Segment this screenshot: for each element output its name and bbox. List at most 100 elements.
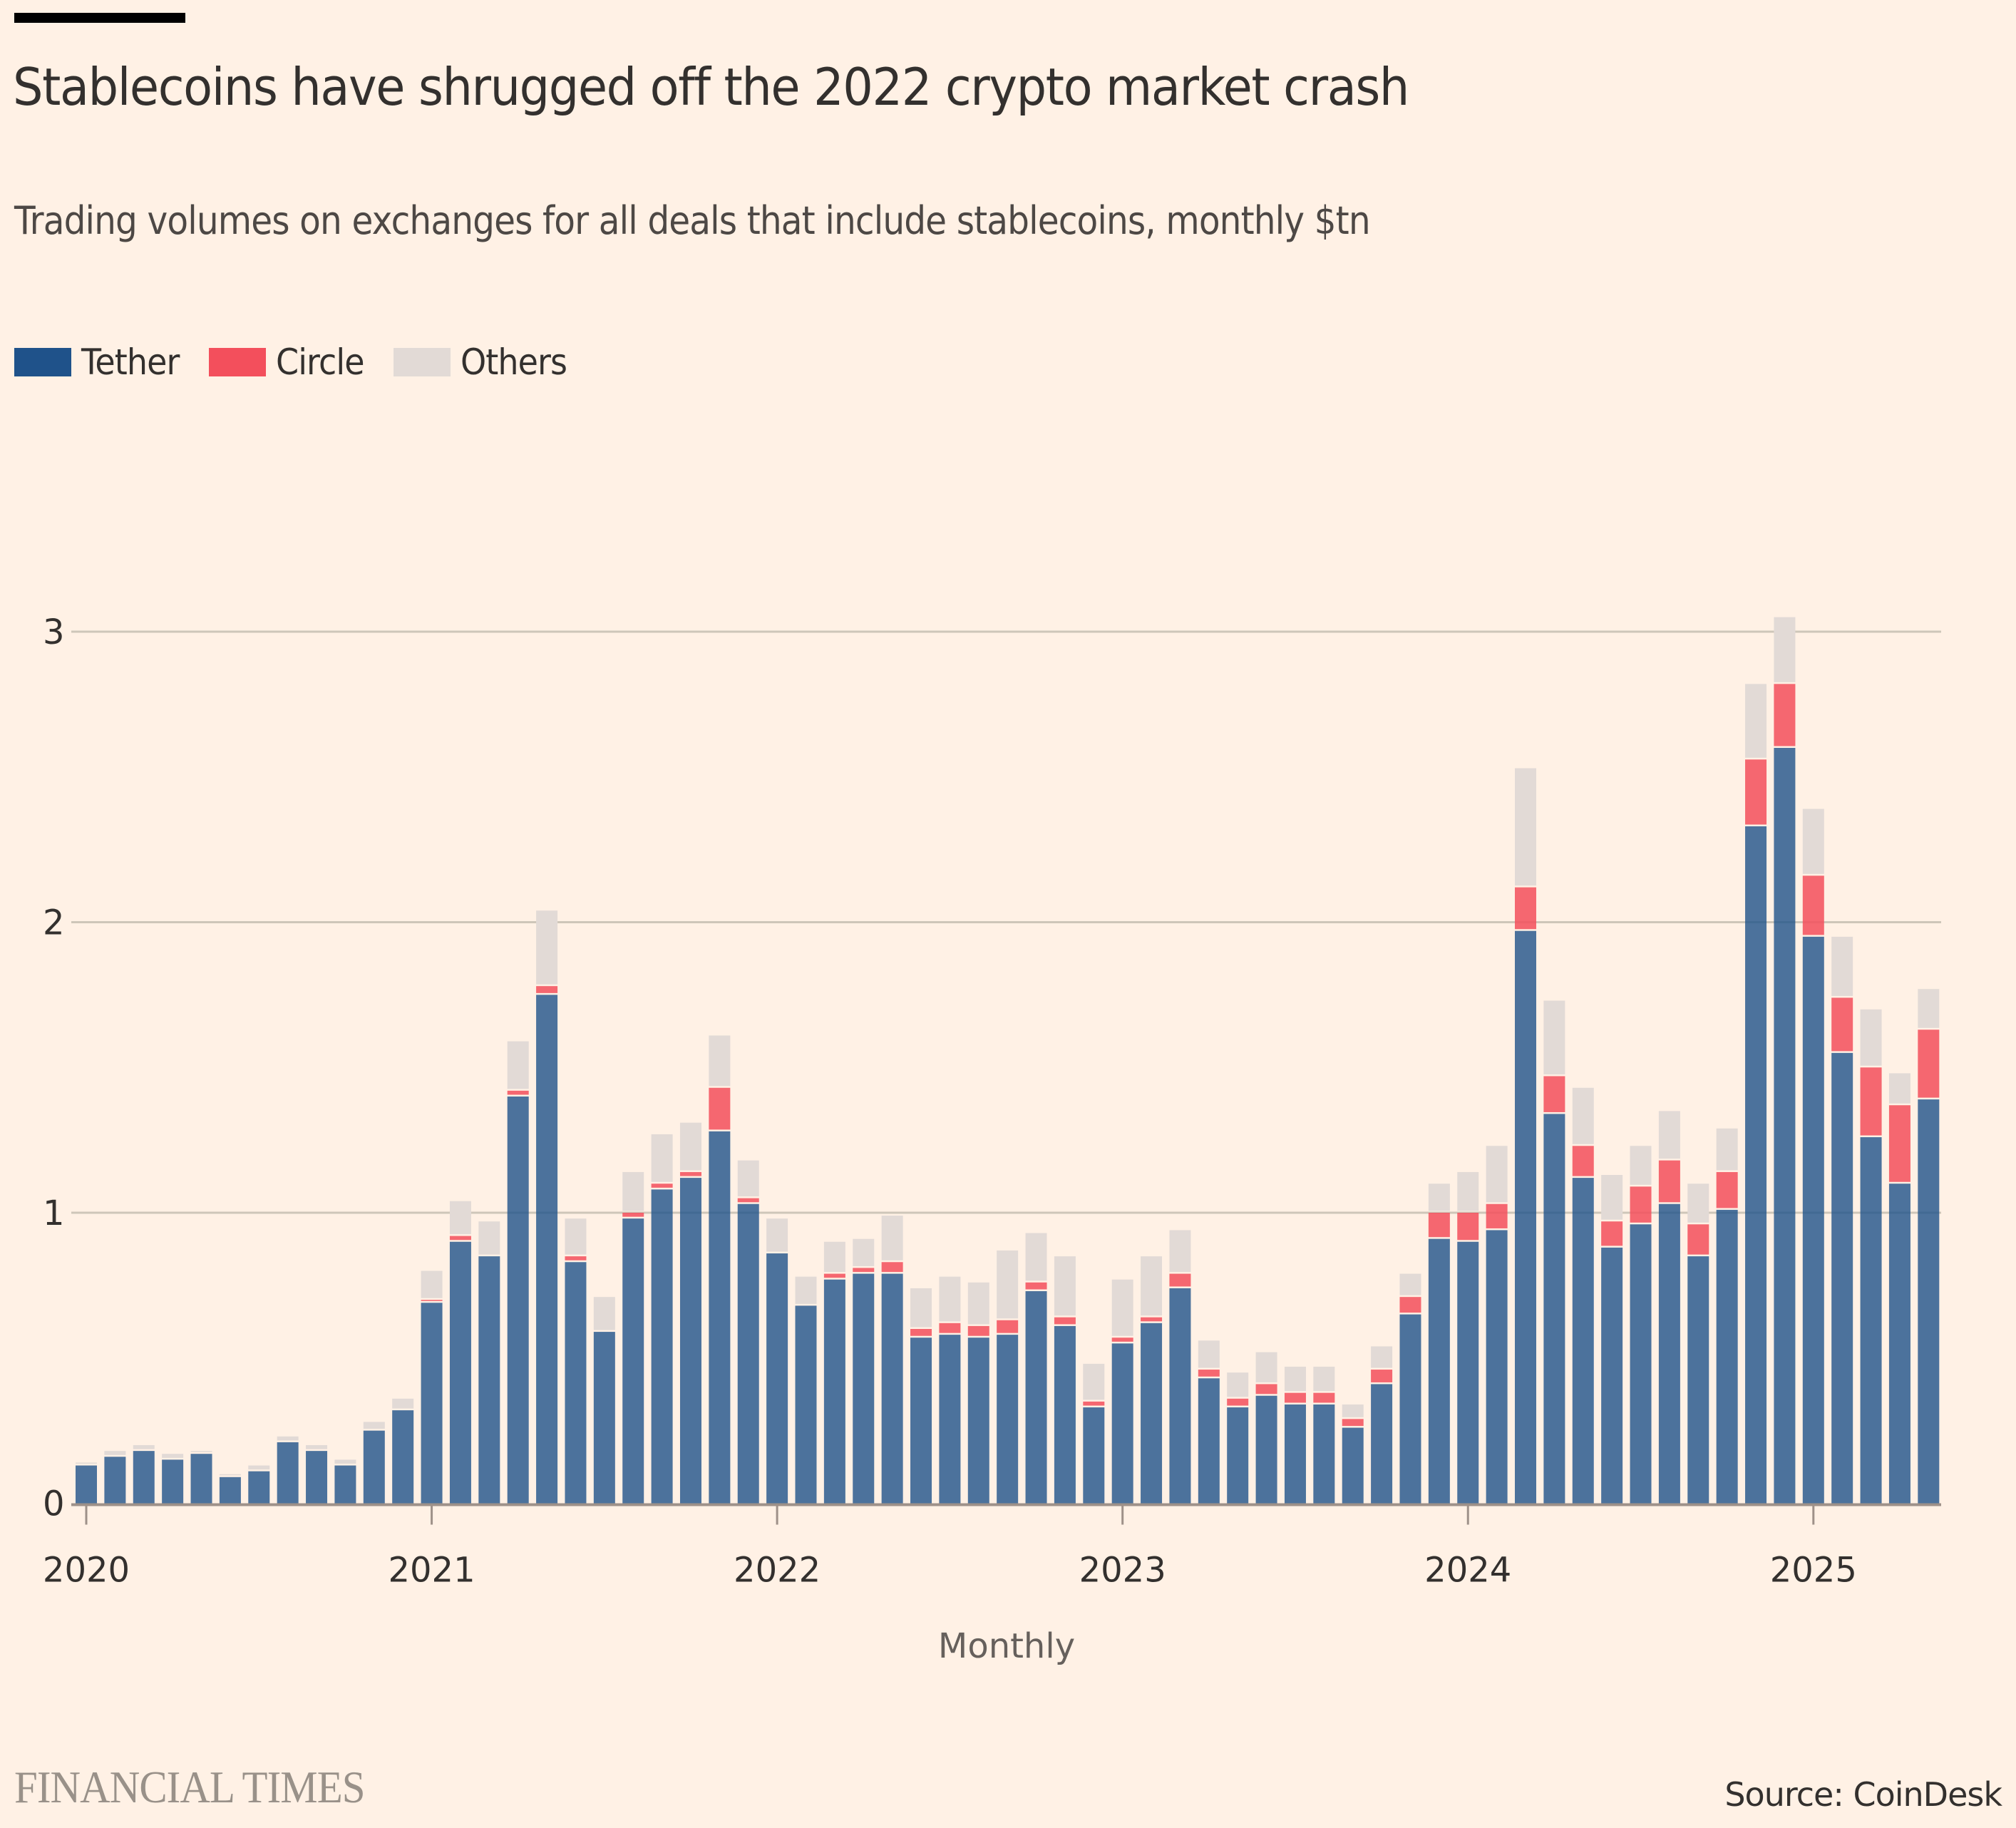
- bar-segment-tether: [766, 1253, 788, 1504]
- bar-segment-circle: [679, 1171, 701, 1176]
- bar-2023-07: [1284, 1366, 1306, 1504]
- bar-segment-others: [939, 1276, 961, 1322]
- ft-logo: FINANCIAL TIMES: [14, 1762, 366, 1812]
- bar-2021-04: [507, 1041, 529, 1504]
- bars: [76, 617, 1940, 1504]
- bar-2020-09: [306, 1445, 328, 1504]
- bar-segment-circle: [1227, 1398, 1249, 1406]
- bar-2020-06: [219, 1474, 241, 1504]
- bar-segment-circle: [651, 1183, 673, 1188]
- bar-segment-others: [737, 1160, 759, 1197]
- bar-2025-05: [1918, 989, 1940, 1504]
- bar-segment-circle: [853, 1268, 875, 1273]
- y-tick-label: 2: [43, 903, 65, 943]
- bar-segment-others: [363, 1422, 385, 1429]
- bar-segment-circle: [1083, 1401, 1105, 1406]
- chart-title: Stablecoins have shrugged off the 2022 c…: [13, 57, 1409, 117]
- bar-segment-circle: [709, 1087, 731, 1130]
- bar-2024-10: [1716, 1128, 1738, 1504]
- bar-2023-09: [1342, 1404, 1364, 1504]
- bar-2024-05: [1572, 1087, 1594, 1504]
- bar-segment-tether: [1428, 1238, 1450, 1504]
- bar-segment-others: [1141, 1256, 1163, 1316]
- bar-segment-others: [1284, 1366, 1306, 1392]
- bar-segment-others: [1457, 1171, 1479, 1211]
- y-tick-label: 3: [43, 612, 65, 652]
- bar-segment-tether: [1284, 1404, 1306, 1504]
- bar-segment-tether: [997, 1335, 1019, 1504]
- bar-segment-circle: [1399, 1297, 1421, 1313]
- bar-2021-08: [622, 1171, 644, 1504]
- bar-segment-tether: [248, 1471, 270, 1504]
- bar-segment-others: [162, 1454, 184, 1458]
- bar-segment-others: [306, 1445, 328, 1449]
- bar-2021-07: [593, 1297, 615, 1504]
- bar-segment-tether: [1342, 1427, 1364, 1504]
- bar-segment-tether: [1198, 1378, 1220, 1504]
- bar-segment-tether: [1141, 1323, 1163, 1504]
- bar-segment-tether: [1543, 1114, 1565, 1504]
- bar-segment-others: [1831, 936, 1853, 996]
- bar-segment-circle: [1716, 1171, 1738, 1208]
- bar-segment-others: [853, 1238, 875, 1266]
- bar-segment-others: [565, 1218, 587, 1255]
- bar-segment-others: [709, 1035, 731, 1087]
- bar-segment-tether: [392, 1410, 414, 1504]
- bar-2021-02: [449, 1201, 471, 1504]
- bar-segment-circle: [1169, 1273, 1191, 1287]
- bar-segment-others: [1601, 1175, 1623, 1220]
- bar-segment-tether: [622, 1218, 644, 1504]
- bar-segment-others: [593, 1297, 615, 1330]
- bar-segment-others: [967, 1282, 989, 1325]
- bar-segment-others: [622, 1171, 644, 1211]
- bar-segment-circle: [881, 1262, 903, 1273]
- bar-2024-07: [1630, 1146, 1652, 1504]
- bar-2020-10: [334, 1459, 356, 1504]
- bar-segment-tether: [1457, 1241, 1479, 1504]
- bar-2024-06: [1601, 1175, 1623, 1504]
- bar-segment-circle: [1745, 759, 1767, 825]
- bar-2024-03: [1515, 768, 1536, 1504]
- bar-segment-others: [823, 1241, 845, 1273]
- bar-segment-tether: [1572, 1178, 1594, 1504]
- bar-2020-02: [104, 1451, 126, 1504]
- legend-swatch-others: [393, 348, 451, 376]
- bar-2020-11: [363, 1422, 385, 1504]
- bar-segment-others: [1860, 1009, 1882, 1066]
- bar-segment-tether: [1716, 1209, 1738, 1504]
- bar-2023-12: [1428, 1183, 1450, 1504]
- source-note: Source: CoinDesk: [1724, 1775, 2002, 1814]
- bar-segment-tether: [1658, 1203, 1680, 1504]
- bar-segment-tether: [104, 1457, 126, 1504]
- bar-segment-others: [651, 1134, 673, 1182]
- bar-segment-circle: [507, 1090, 529, 1095]
- bar-segment-circle: [1774, 684, 1796, 746]
- bar-2023-02: [1141, 1256, 1163, 1504]
- bar-segment-circle: [939, 1323, 961, 1333]
- bar-2024-04: [1543, 1000, 1565, 1504]
- bar-segment-others: [104, 1451, 126, 1455]
- bar-segment-others: [536, 910, 558, 985]
- bar-segment-tether: [1255, 1395, 1277, 1504]
- bar-segment-circle: [1342, 1419, 1364, 1427]
- bar-segment-tether: [507, 1097, 529, 1504]
- bar-segment-tether: [1860, 1137, 1882, 1504]
- bar-segment-circle: [1313, 1392, 1335, 1403]
- bar-segment-tether: [737, 1203, 759, 1504]
- bar-segment-tether: [1227, 1407, 1249, 1504]
- bar-segment-tether: [565, 1262, 587, 1504]
- bar-2023-06: [1255, 1352, 1277, 1504]
- bar-segment-others: [1428, 1183, 1450, 1211]
- x-tick-label: 2021: [388, 1551, 475, 1591]
- bar-2022-06: [910, 1288, 932, 1504]
- bar-segment-tether: [823, 1279, 845, 1504]
- bar-segment-others: [795, 1276, 817, 1304]
- bar-segment-others: [1399, 1273, 1421, 1295]
- bar-segment-tether: [76, 1465, 97, 1504]
- bar-segment-circle: [1486, 1203, 1508, 1228]
- bar-segment-tether: [1313, 1404, 1335, 1504]
- bar-segment-tether: [1745, 826, 1767, 1504]
- bar-2025-04: [1888, 1073, 1910, 1504]
- bar-segment-others: [1083, 1363, 1105, 1400]
